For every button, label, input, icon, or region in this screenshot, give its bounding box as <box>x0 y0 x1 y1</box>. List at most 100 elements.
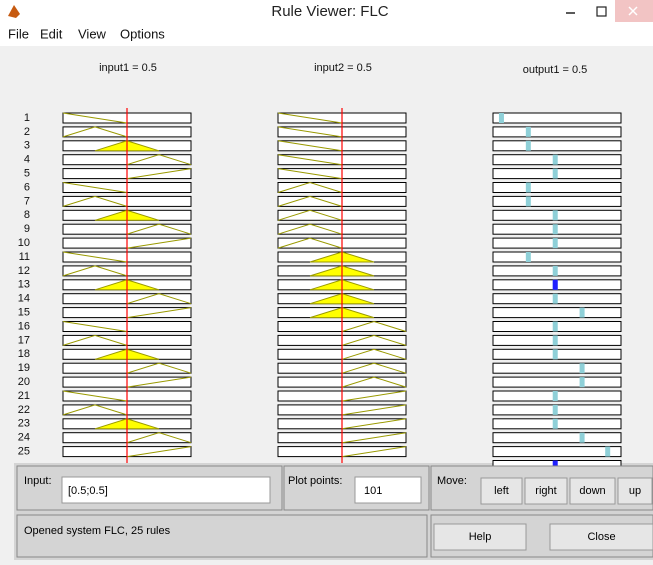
rule-number: 21 <box>18 390 30 402</box>
action-button[interactable] <box>549 523 653 551</box>
mf-shape <box>277 112 343 124</box>
column-header: input2 = 0.5 <box>314 62 372 74</box>
move-label: Move: <box>437 475 467 487</box>
mf-shape <box>62 404 128 416</box>
mf-shape <box>277 154 343 166</box>
output-mf <box>552 404 558 415</box>
rule-number: 13 <box>18 279 30 291</box>
rule-number: 20 <box>18 376 30 388</box>
rule-cell <box>492 432 622 444</box>
mf-shape <box>126 446 192 458</box>
rule-cell <box>492 112 622 124</box>
mf-shape <box>277 140 343 152</box>
rule-number: 23 <box>18 418 30 430</box>
mf-shape <box>341 348 407 360</box>
rule-cell <box>492 182 622 193</box>
rule-number: 1 <box>24 112 30 124</box>
mf-shape <box>277 181 343 193</box>
mf-shape <box>277 195 343 207</box>
move-button-label[interactable]: right <box>535 485 556 497</box>
defuzz-marker <box>552 279 558 290</box>
move-button[interactable] <box>524 477 568 505</box>
output-mf <box>552 210 558 221</box>
mf-shape <box>62 251 128 263</box>
mf-shape <box>62 390 128 402</box>
rule-cell <box>492 140 622 152</box>
move-button[interactable] <box>569 477 616 505</box>
rule-number: 10 <box>18 237 30 249</box>
window-title: Rule Viewer: FLC <box>271 3 388 20</box>
app-icon <box>8 5 20 18</box>
menu-item[interactable]: Options <box>120 26 165 41</box>
output-mf <box>552 293 558 304</box>
mf-shape <box>126 168 192 180</box>
column-header: input1 = 0.5 <box>99 62 157 74</box>
rule-number: 6 <box>24 181 30 193</box>
output-mf <box>552 265 558 276</box>
output-mf <box>525 196 531 207</box>
action-button-label[interactable]: Help <box>469 531 492 543</box>
mf-shape <box>62 321 128 332</box>
output-mf <box>525 182 531 193</box>
rule-number: 3 <box>24 140 30 152</box>
rule-number: 18 <box>18 348 30 360</box>
action-button[interactable] <box>433 523 527 551</box>
output-mf <box>525 252 531 262</box>
status-group <box>16 514 428 558</box>
rule-number: 2 <box>24 126 30 138</box>
mf-shape <box>62 265 128 277</box>
rule-cell <box>492 126 622 138</box>
rule-number: 9 <box>24 223 30 235</box>
plot-points-field[interactable] <box>354 476 422 504</box>
mf-shape <box>62 182 128 193</box>
rule-number: 7 <box>24 195 30 207</box>
mf-shape <box>277 209 343 221</box>
rule-number: 17 <box>18 334 30 346</box>
rule-cell <box>492 307 622 319</box>
mf-shape <box>62 126 128 138</box>
mf-shape <box>126 223 192 235</box>
mf-shape <box>341 446 407 458</box>
mf-shape <box>341 320 407 332</box>
output-mf <box>525 126 531 137</box>
mf-shape <box>277 168 343 180</box>
rule-cell <box>492 362 622 374</box>
rule-number: 25 <box>18 446 30 458</box>
move-button-label[interactable]: up <box>629 485 641 497</box>
mf-shape <box>341 362 407 374</box>
mf-shape <box>126 376 192 388</box>
move-button[interactable] <box>617 477 653 505</box>
move-button-label[interactable]: left <box>494 485 509 497</box>
title-bar <box>0 0 653 24</box>
output-mf <box>552 154 558 165</box>
mf-shape <box>62 195 128 207</box>
rule-cell <box>492 446 622 458</box>
rule-number: 19 <box>18 362 30 374</box>
move-button-label[interactable]: down <box>579 485 605 497</box>
output-mf <box>498 113 504 123</box>
column-header: output1 = 0.5 <box>523 64 588 76</box>
input-field[interactable] <box>61 476 271 504</box>
rule-number: 8 <box>24 209 30 221</box>
output-mf <box>579 432 585 443</box>
menu-item[interactable]: File <box>8 26 29 41</box>
menu-item[interactable]: Edit <box>40 26 63 41</box>
maximize-button[interactable] <box>596 6 607 17</box>
output-mf <box>552 418 558 429</box>
output-mf <box>552 391 558 401</box>
action-button-label[interactable]: Close <box>587 531 615 543</box>
mf-shape <box>277 126 343 138</box>
rule-number: 4 <box>24 154 30 166</box>
mf-shape <box>126 154 192 166</box>
mf-shape <box>277 237 343 249</box>
menu-bar <box>0 24 653 46</box>
rule-number: 5 <box>24 168 30 180</box>
mf-shape <box>341 404 407 416</box>
input-value[interactable]: [0.5;0.5] <box>68 485 108 497</box>
mf-shape <box>62 334 128 346</box>
menu-item[interactable]: View <box>78 26 107 41</box>
output-mf <box>579 377 585 388</box>
move-button[interactable] <box>480 477 523 505</box>
plot-points-value[interactable]: 101 <box>364 485 382 497</box>
